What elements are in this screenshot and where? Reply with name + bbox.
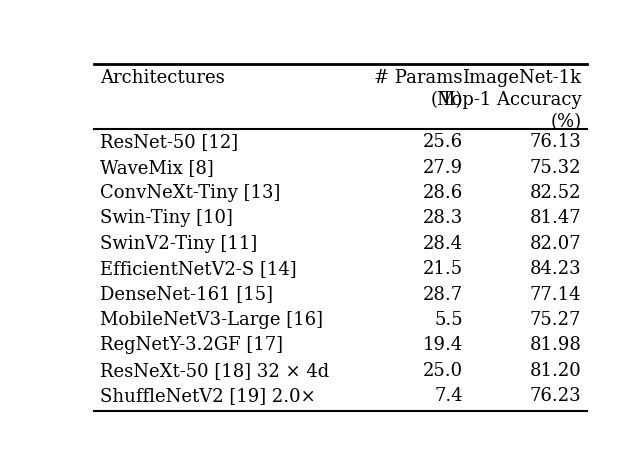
Text: 75.32: 75.32 <box>530 158 581 177</box>
Text: RegNetY-3.2GF [17]: RegNetY-3.2GF [17] <box>100 336 283 354</box>
Text: 21.5: 21.5 <box>423 260 463 278</box>
Text: 28.7: 28.7 <box>423 285 463 304</box>
Text: 25.0: 25.0 <box>423 362 463 380</box>
Text: 25.6: 25.6 <box>423 133 463 151</box>
Text: ImageNet-1k
Top-1 Accuracy
(%): ImageNet-1k Top-1 Accuracy (%) <box>441 69 581 131</box>
Text: 84.23: 84.23 <box>530 260 581 278</box>
Text: ResNet-50 [12]: ResNet-50 [12] <box>100 133 238 151</box>
Text: 28.3: 28.3 <box>423 209 463 227</box>
Text: SwinV2-Tiny [11]: SwinV2-Tiny [11] <box>100 235 258 253</box>
Text: 28.6: 28.6 <box>423 184 463 202</box>
Text: 77.14: 77.14 <box>530 285 581 304</box>
Text: Swin-Tiny [10]: Swin-Tiny [10] <box>100 209 233 227</box>
Text: 28.4: 28.4 <box>423 235 463 253</box>
Text: 81.20: 81.20 <box>530 362 581 380</box>
Text: 76.23: 76.23 <box>530 387 581 405</box>
Text: 82.07: 82.07 <box>530 235 581 253</box>
Text: 27.9: 27.9 <box>423 158 463 177</box>
Text: # Params
(M): # Params (M) <box>375 69 463 109</box>
Text: 19.4: 19.4 <box>423 336 463 354</box>
Text: ConvNeXt-Tiny [13]: ConvNeXt-Tiny [13] <box>100 184 280 202</box>
Text: ResNeXt-50 [18] 32 × 4d: ResNeXt-50 [18] 32 × 4d <box>100 362 329 380</box>
Text: EfficientNetV2-S [14]: EfficientNetV2-S [14] <box>100 260 297 278</box>
Text: MobileNetV3-Large [16]: MobileNetV3-Large [16] <box>100 311 323 329</box>
Text: 75.27: 75.27 <box>530 311 581 329</box>
Text: 82.52: 82.52 <box>530 184 581 202</box>
Text: DenseNet-161 [15]: DenseNet-161 [15] <box>100 285 273 304</box>
Text: 81.98: 81.98 <box>529 336 581 354</box>
Text: 5.5: 5.5 <box>434 311 463 329</box>
Text: 7.4: 7.4 <box>434 387 463 405</box>
Text: 76.13: 76.13 <box>530 133 581 151</box>
Text: 81.47: 81.47 <box>530 209 581 227</box>
Text: WaveMix [8]: WaveMix [8] <box>100 158 214 177</box>
Text: ShuffleNetV2 [19] 2.0×: ShuffleNetV2 [19] 2.0× <box>100 387 316 405</box>
Text: Architectures: Architectures <box>100 69 225 87</box>
